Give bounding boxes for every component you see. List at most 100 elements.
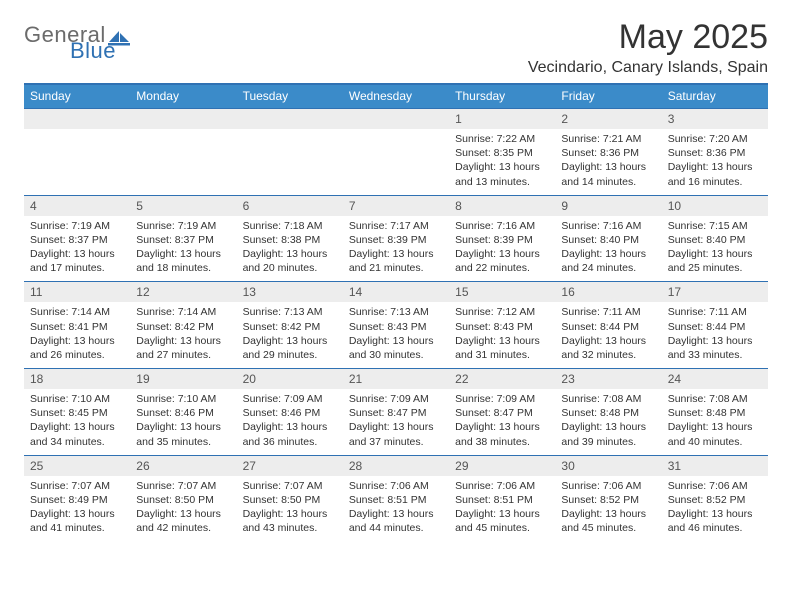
- day-number: 8: [449, 195, 555, 216]
- day-details: Sunrise: 7:08 AMSunset: 8:48 PMDaylight:…: [555, 389, 661, 455]
- page: GeneralBlue May 2025 Vecindario, Canary …: [0, 0, 792, 541]
- daylight-text: Daylight: 13 hours and 44 minutes.: [349, 507, 443, 535]
- daylight-text: Daylight: 13 hours and 20 minutes.: [243, 247, 337, 275]
- day-details: Sunrise: 7:07 AMSunset: 8:49 PMDaylight:…: [24, 476, 130, 542]
- sunrise-text: Sunrise: 7:12 AM: [455, 305, 549, 319]
- sunrise-text: Sunrise: 7:14 AM: [136, 305, 230, 319]
- sunset-text: Sunset: 8:48 PM: [668, 406, 762, 420]
- day-number: 29: [449, 455, 555, 476]
- sunrise-text: Sunrise: 7:13 AM: [349, 305, 443, 319]
- daylight-text: Daylight: 13 hours and 24 minutes.: [561, 247, 655, 275]
- daylight-text: Daylight: 13 hours and 34 minutes.: [30, 420, 124, 448]
- day-number: 4: [24, 195, 130, 216]
- day-number: 26: [130, 455, 236, 476]
- daylight-text: Daylight: 13 hours and 21 minutes.: [349, 247, 443, 275]
- daylight-text: Daylight: 13 hours and 18 minutes.: [136, 247, 230, 275]
- day-details: Sunrise: 7:11 AMSunset: 8:44 PMDaylight:…: [555, 302, 661, 368]
- sunset-text: Sunset: 8:46 PM: [136, 406, 230, 420]
- sunrise-text: Sunrise: 7:08 AM: [561, 392, 655, 406]
- day-number: 6: [237, 195, 343, 216]
- sunrise-text: Sunrise: 7:07 AM: [136, 479, 230, 493]
- weekday-header: Sunday Monday Tuesday Wednesday Thursday…: [24, 85, 768, 108]
- day-details: Sunrise: 7:13 AMSunset: 8:43 PMDaylight:…: [343, 302, 449, 368]
- day-number: 19: [130, 368, 236, 389]
- sunrise-text: Sunrise: 7:06 AM: [349, 479, 443, 493]
- day-details: Sunrise: 7:14 AMSunset: 8:42 PMDaylight:…: [130, 302, 236, 368]
- day-details: Sunrise: 7:09 AMSunset: 8:47 PMDaylight:…: [343, 389, 449, 455]
- day-number: [24, 108, 130, 129]
- daylight-text: Daylight: 13 hours and 31 minutes.: [455, 334, 549, 362]
- sunset-text: Sunset: 8:40 PM: [668, 233, 762, 247]
- weekday-label: Friday: [555, 85, 661, 108]
- day-details: Sunrise: 7:11 AMSunset: 8:44 PMDaylight:…: [662, 302, 768, 368]
- day-details: Sunrise: 7:20 AMSunset: 8:36 PMDaylight:…: [662, 129, 768, 195]
- sunrise-text: Sunrise: 7:16 AM: [561, 219, 655, 233]
- sunrise-text: Sunrise: 7:06 AM: [455, 479, 549, 493]
- day-details: [343, 129, 449, 195]
- sunset-text: Sunset: 8:39 PM: [349, 233, 443, 247]
- day-details: Sunrise: 7:10 AMSunset: 8:45 PMDaylight:…: [24, 389, 130, 455]
- day-number: 16: [555, 281, 661, 302]
- day-number: 25: [24, 455, 130, 476]
- sunrise-text: Sunrise: 7:13 AM: [243, 305, 337, 319]
- daylight-text: Daylight: 13 hours and 36 minutes.: [243, 420, 337, 448]
- sunrise-text: Sunrise: 7:18 AM: [243, 219, 337, 233]
- daylight-text: Daylight: 13 hours and 17 minutes.: [30, 247, 124, 275]
- day-details: Sunrise: 7:06 AMSunset: 8:51 PMDaylight:…: [449, 476, 555, 542]
- sunrise-text: Sunrise: 7:07 AM: [243, 479, 337, 493]
- sunset-text: Sunset: 8:42 PM: [243, 320, 337, 334]
- day-number: 20: [237, 368, 343, 389]
- daylight-text: Daylight: 13 hours and 27 minutes.: [136, 334, 230, 362]
- day-details: Sunrise: 7:06 AMSunset: 8:51 PMDaylight:…: [343, 476, 449, 542]
- sunrise-text: Sunrise: 7:09 AM: [349, 392, 443, 406]
- daylight-text: Daylight: 13 hours and 46 minutes.: [668, 507, 762, 535]
- day-number: [343, 108, 449, 129]
- sunrise-text: Sunrise: 7:06 AM: [561, 479, 655, 493]
- day-number: 15: [449, 281, 555, 302]
- daylight-text: Daylight: 13 hours and 25 minutes.: [668, 247, 762, 275]
- weekday-label: Wednesday: [343, 85, 449, 108]
- daylight-text: Daylight: 13 hours and 42 minutes.: [136, 507, 230, 535]
- day-number: 2: [555, 108, 661, 129]
- day-details: Sunrise: 7:19 AMSunset: 8:37 PMDaylight:…: [24, 216, 130, 282]
- sunset-text: Sunset: 8:40 PM: [561, 233, 655, 247]
- sunset-text: Sunset: 8:52 PM: [561, 493, 655, 507]
- daylight-text: Daylight: 13 hours and 30 minutes.: [349, 334, 443, 362]
- daylight-text: Daylight: 13 hours and 13 minutes.: [455, 160, 549, 188]
- weekday-label: Sunday: [24, 85, 130, 108]
- detail-row: Sunrise: 7:22 AMSunset: 8:35 PMDaylight:…: [24, 129, 768, 195]
- daylight-text: Daylight: 13 hours and 26 minutes.: [30, 334, 124, 362]
- day-details: [237, 129, 343, 195]
- day-number: 28: [343, 455, 449, 476]
- sunset-text: Sunset: 8:37 PM: [30, 233, 124, 247]
- daylight-text: Daylight: 13 hours and 41 minutes.: [30, 507, 124, 535]
- day-number: 31: [662, 455, 768, 476]
- sunset-text: Sunset: 8:47 PM: [455, 406, 549, 420]
- sunrise-text: Sunrise: 7:14 AM: [30, 305, 124, 319]
- day-number: 14: [343, 281, 449, 302]
- day-details: Sunrise: 7:10 AMSunset: 8:46 PMDaylight:…: [130, 389, 236, 455]
- logo: GeneralBlue: [24, 24, 131, 62]
- daylight-text: Daylight: 13 hours and 29 minutes.: [243, 334, 337, 362]
- sunset-text: Sunset: 8:51 PM: [455, 493, 549, 507]
- day-details: Sunrise: 7:07 AMSunset: 8:50 PMDaylight:…: [130, 476, 236, 542]
- sunset-text: Sunset: 8:49 PM: [30, 493, 124, 507]
- day-details: Sunrise: 7:18 AMSunset: 8:38 PMDaylight:…: [237, 216, 343, 282]
- day-number: 13: [237, 281, 343, 302]
- sunset-text: Sunset: 8:48 PM: [561, 406, 655, 420]
- sunset-text: Sunset: 8:52 PM: [668, 493, 762, 507]
- daylight-text: Daylight: 13 hours and 16 minutes.: [668, 160, 762, 188]
- detail-row: Sunrise: 7:07 AMSunset: 8:49 PMDaylight:…: [24, 476, 768, 542]
- sunrise-text: Sunrise: 7:11 AM: [668, 305, 762, 319]
- day-details: Sunrise: 7:16 AMSunset: 8:39 PMDaylight:…: [449, 216, 555, 282]
- daylight-text: Daylight: 13 hours and 40 minutes.: [668, 420, 762, 448]
- sunrise-text: Sunrise: 7:06 AM: [668, 479, 762, 493]
- day-number: 30: [555, 455, 661, 476]
- day-details: [130, 129, 236, 195]
- daylight-text: Daylight: 13 hours and 45 minutes.: [455, 507, 549, 535]
- daynum-row: 11121314151617: [24, 281, 768, 302]
- day-details: Sunrise: 7:06 AMSunset: 8:52 PMDaylight:…: [662, 476, 768, 542]
- day-details: Sunrise: 7:15 AMSunset: 8:40 PMDaylight:…: [662, 216, 768, 282]
- sunset-text: Sunset: 8:43 PM: [349, 320, 443, 334]
- day-details: Sunrise: 7:09 AMSunset: 8:47 PMDaylight:…: [449, 389, 555, 455]
